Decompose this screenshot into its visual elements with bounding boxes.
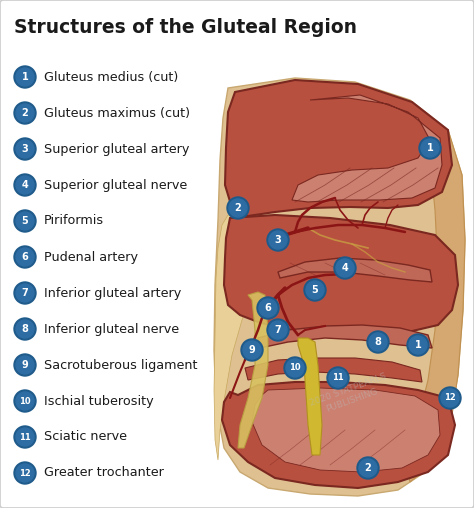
Circle shape	[14, 66, 36, 88]
Circle shape	[241, 339, 263, 361]
Text: 2: 2	[235, 203, 241, 213]
Text: Gluteus medius (cut): Gluteus medius (cut)	[44, 71, 178, 83]
Text: Inferior gluteal nerve: Inferior gluteal nerve	[44, 323, 179, 335]
Polygon shape	[298, 338, 322, 455]
Text: 3: 3	[274, 235, 282, 245]
Text: Greater trochanter: Greater trochanter	[44, 466, 164, 480]
Circle shape	[16, 176, 34, 194]
Circle shape	[409, 336, 427, 354]
Text: 4: 4	[342, 263, 348, 273]
Circle shape	[16, 104, 34, 122]
Circle shape	[14, 318, 36, 340]
Text: 10: 10	[289, 364, 301, 372]
Text: 11: 11	[19, 432, 31, 441]
Text: 9: 9	[22, 360, 28, 370]
Text: 5: 5	[311, 285, 319, 295]
Text: 4: 4	[22, 180, 28, 190]
Text: 2020 STATPEARLS
PUBLISHING: 2020 STATPEARLS PUBLISHING	[309, 372, 392, 418]
Text: 12: 12	[444, 394, 456, 402]
Polygon shape	[252, 388, 440, 472]
Text: Pudenal artery: Pudenal artery	[44, 250, 138, 264]
Circle shape	[267, 229, 289, 251]
Circle shape	[16, 212, 34, 230]
Text: 10: 10	[19, 397, 31, 405]
Text: 1: 1	[22, 72, 28, 82]
Text: 8: 8	[374, 337, 382, 347]
Circle shape	[16, 392, 34, 410]
Circle shape	[334, 257, 356, 279]
Polygon shape	[214, 215, 278, 460]
Polygon shape	[278, 258, 432, 282]
Polygon shape	[222, 382, 455, 488]
Circle shape	[14, 354, 36, 376]
Circle shape	[304, 279, 326, 301]
Polygon shape	[214, 78, 465, 496]
Circle shape	[357, 457, 379, 479]
Circle shape	[16, 284, 34, 302]
Polygon shape	[245, 358, 422, 382]
Polygon shape	[238, 292, 268, 448]
Text: Piriformis: Piriformis	[44, 214, 104, 228]
Text: Structures of the Gluteal Region: Structures of the Gluteal Region	[14, 18, 357, 37]
Text: Superior gluteal artery: Superior gluteal artery	[44, 143, 190, 155]
Circle shape	[14, 390, 36, 412]
Circle shape	[419, 137, 441, 159]
Text: 8: 8	[21, 324, 28, 334]
Circle shape	[16, 140, 34, 158]
Circle shape	[14, 426, 36, 448]
Circle shape	[359, 459, 377, 477]
Circle shape	[439, 387, 461, 409]
Circle shape	[16, 356, 34, 374]
Text: 7: 7	[274, 325, 282, 335]
Circle shape	[16, 428, 34, 446]
Circle shape	[14, 462, 36, 484]
Text: 9: 9	[249, 345, 255, 355]
Polygon shape	[258, 325, 432, 348]
Text: 1: 1	[415, 340, 421, 350]
Circle shape	[327, 367, 349, 389]
Circle shape	[14, 174, 36, 196]
Circle shape	[269, 231, 287, 249]
Circle shape	[16, 248, 34, 266]
Circle shape	[441, 389, 459, 407]
Text: Sacrotuberous ligament: Sacrotuberous ligament	[44, 359, 198, 371]
Text: Superior gluteal nerve: Superior gluteal nerve	[44, 178, 187, 192]
Circle shape	[369, 333, 387, 351]
Circle shape	[14, 138, 36, 160]
Circle shape	[336, 259, 354, 277]
Circle shape	[367, 331, 389, 353]
Text: Sciatic nerve: Sciatic nerve	[44, 430, 127, 443]
Circle shape	[16, 320, 34, 338]
Text: 1: 1	[427, 143, 433, 153]
Text: 7: 7	[22, 288, 28, 298]
Circle shape	[14, 246, 36, 268]
Circle shape	[269, 321, 287, 339]
Circle shape	[286, 359, 304, 377]
Polygon shape	[292, 95, 442, 202]
Polygon shape	[225, 80, 452, 216]
Circle shape	[14, 282, 36, 304]
Circle shape	[16, 68, 34, 86]
Circle shape	[14, 102, 36, 124]
Circle shape	[407, 334, 429, 356]
Text: 6: 6	[264, 303, 272, 313]
Text: 5: 5	[22, 216, 28, 226]
Circle shape	[421, 139, 439, 157]
Text: 2: 2	[365, 463, 371, 473]
Text: 12: 12	[19, 468, 31, 478]
Circle shape	[329, 369, 347, 387]
Circle shape	[267, 319, 289, 341]
Text: 2: 2	[22, 108, 28, 118]
Circle shape	[227, 197, 249, 219]
Text: 6: 6	[22, 252, 28, 262]
Polygon shape	[224, 215, 458, 335]
Circle shape	[16, 464, 34, 482]
Circle shape	[243, 341, 261, 359]
Circle shape	[284, 357, 306, 379]
Circle shape	[259, 299, 277, 317]
Text: 11: 11	[332, 373, 344, 383]
Text: Inferior gluteal artery: Inferior gluteal artery	[44, 287, 181, 300]
Text: Ischial tuberosity: Ischial tuberosity	[44, 395, 154, 407]
Circle shape	[257, 297, 279, 319]
